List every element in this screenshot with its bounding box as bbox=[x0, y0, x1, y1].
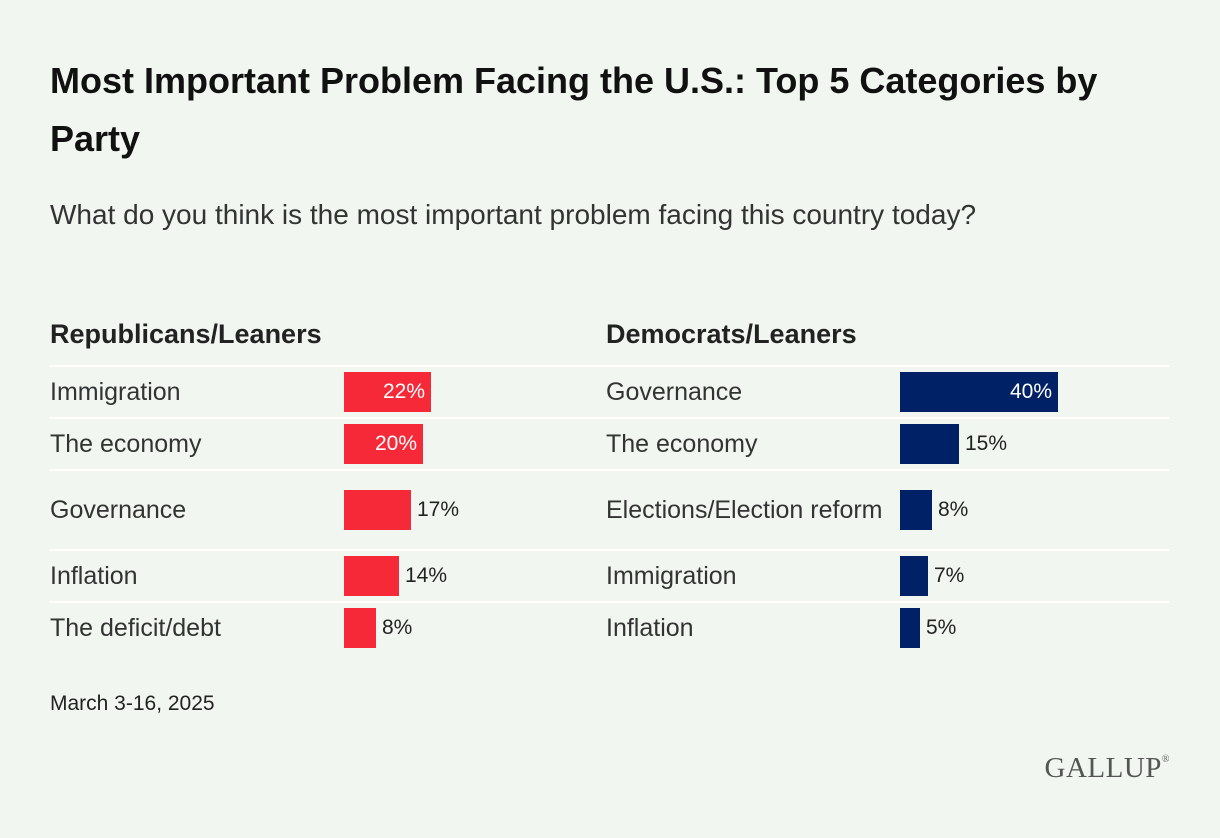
value-label: 20% bbox=[374, 432, 417, 455]
bar-row: Governance 17% bbox=[50, 469, 614, 549]
logo-text: GALLUP bbox=[1044, 752, 1162, 784]
democrats-rows: Governance 40% The economy 15% Elections… bbox=[606, 365, 1170, 653]
value-label: 8% bbox=[938, 498, 969, 521]
category-label: Elections/Election reform bbox=[606, 496, 883, 524]
category-label: Immigration bbox=[50, 378, 181, 406]
chart-subtitle: What do you think is the most important … bbox=[50, 199, 977, 230]
category-label: The deficit/debt bbox=[50, 614, 221, 642]
bar-row: The deficit/debt 8% bbox=[50, 601, 614, 653]
bar-row: Inflation 14% bbox=[50, 549, 614, 601]
bar bbox=[344, 424, 423, 464]
gallup-logo: GALLUP® bbox=[1045, 752, 1171, 785]
bar bbox=[344, 490, 411, 530]
category-label: The economy bbox=[606, 430, 758, 458]
category-label: Governance bbox=[50, 496, 187, 524]
panel-heading-republicans: Republicans/Leaners bbox=[50, 319, 322, 349]
bar bbox=[900, 608, 920, 648]
bar-row: Immigration 7% bbox=[606, 549, 1170, 601]
bar-row: Inflation 5% bbox=[606, 601, 1170, 653]
bar bbox=[900, 490, 932, 530]
bar-row: Elections/Election reform 8% bbox=[606, 469, 1170, 549]
bar-row: Governance 40% bbox=[606, 365, 1170, 417]
republicans-rows: Immigration 22% The economy 20% Governan… bbox=[50, 365, 614, 653]
category-label: Immigration bbox=[606, 562, 737, 590]
bar bbox=[900, 556, 928, 596]
bar-row: The economy 20% bbox=[50, 417, 614, 469]
panel-heading-democrats: Democrats/Leaners bbox=[606, 319, 857, 349]
bar bbox=[900, 372, 1058, 412]
date-footnote: March 3-16, 2025 bbox=[50, 692, 215, 715]
value-label: 8% bbox=[382, 616, 413, 639]
value-label: 40% bbox=[1009, 380, 1052, 403]
category-label: The economy bbox=[50, 430, 202, 458]
bar-row: The economy 15% bbox=[606, 417, 1170, 469]
bar bbox=[344, 556, 399, 596]
value-label: 17% bbox=[417, 498, 460, 521]
category-label: Governance bbox=[606, 378, 743, 406]
value-label: 7% bbox=[934, 564, 965, 587]
category-label: Inflation bbox=[50, 562, 138, 590]
registered-mark: ® bbox=[1161, 754, 1170, 765]
bar bbox=[900, 424, 959, 464]
category-label: Inflation bbox=[606, 614, 694, 642]
bar bbox=[344, 372, 431, 412]
democrats-panel: Democrats/Leaners Governance 40% The eco… bbox=[606, 312, 1170, 653]
value-label: 5% bbox=[926, 616, 957, 639]
value-label: 14% bbox=[405, 564, 448, 587]
republicans-panel: Republicans/Leaners Immigration 22% The … bbox=[50, 312, 614, 653]
value-label: 22% bbox=[382, 380, 425, 403]
bar-row: Immigration 22% bbox=[50, 365, 614, 417]
chart-title: Most Important Problem Facing the U.S.: … bbox=[50, 60, 1098, 159]
value-label: 15% bbox=[965, 432, 1008, 455]
bar bbox=[344, 608, 376, 648]
